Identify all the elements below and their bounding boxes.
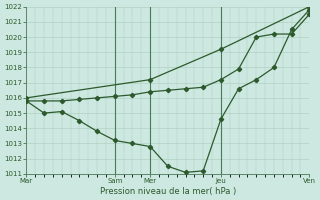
X-axis label: Pression niveau de la mer( hPa ): Pression niveau de la mer( hPa ) [100, 187, 236, 196]
